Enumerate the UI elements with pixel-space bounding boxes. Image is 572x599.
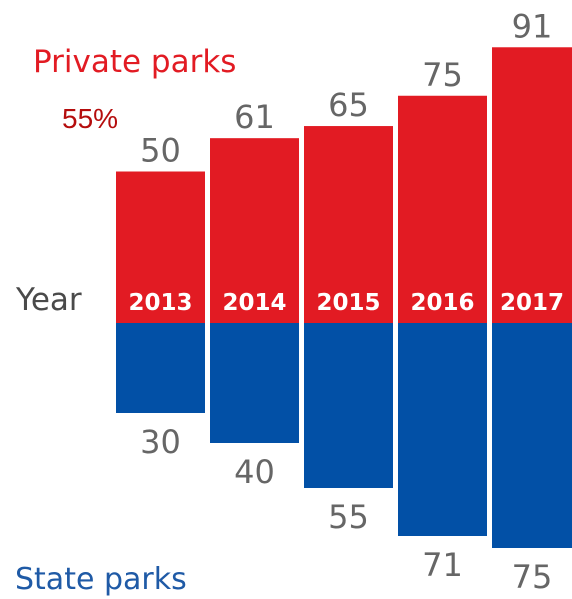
percentage-annotation: 55% — [62, 103, 119, 134]
state-value-label-2016: 71 — [422, 546, 463, 584]
private-bar-2014 — [210, 138, 299, 323]
category-axis-label: Year — [16, 282, 82, 318]
year-label-2014: 2014 — [222, 290, 286, 316]
state-value-label-2013: 30 — [140, 423, 181, 461]
state-value-label-2015: 55 — [328, 498, 369, 536]
year-label-2013: 2013 — [128, 290, 192, 316]
private-value-label-2014: 61 — [234, 98, 275, 136]
legend-label-private-parks: Private parks — [33, 44, 237, 80]
state-bar-2014 — [210, 323, 299, 443]
state-bar-2017 — [492, 323, 572, 548]
private-value-label-2017: 91 — [512, 7, 553, 45]
year-label-2015: 2015 — [316, 290, 380, 316]
legend-label-state-parks: State parks — [15, 562, 187, 597]
private-bar-2016 — [398, 95, 487, 323]
private-value-label-2015: 65 — [328, 86, 369, 124]
state-bar-2013 — [116, 323, 205, 413]
private-bar-2015 — [304, 126, 393, 323]
private-value-label-2013: 50 — [140, 132, 181, 170]
state-bar-2016 — [398, 323, 487, 536]
year-label-2017: 2017 — [500, 290, 564, 316]
private-bar-2017 — [492, 47, 572, 324]
state-value-label-2014: 40 — [234, 453, 275, 491]
state-bar-2015 — [304, 323, 393, 488]
private-bar-2013 — [116, 171, 205, 323]
state-value-label-2017: 75 — [512, 558, 553, 596]
year-label-2016: 2016 — [410, 290, 474, 316]
private-value-label-2016: 75 — [422, 56, 463, 94]
